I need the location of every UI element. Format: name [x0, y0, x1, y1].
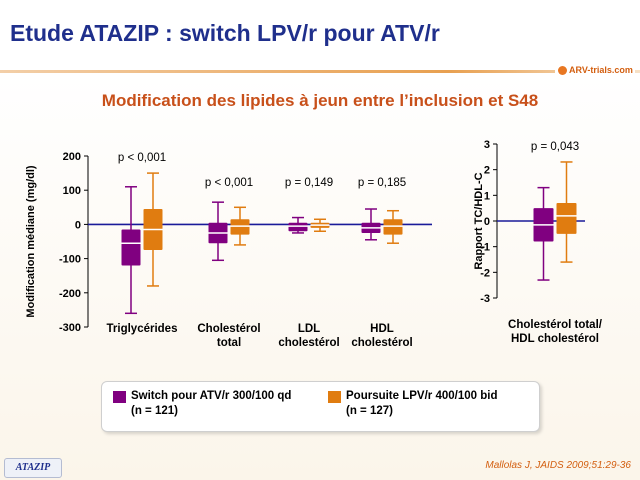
legend-item-switch: Switch pour ATV/r 300/100 qd (n = 121) — [113, 389, 291, 419]
y-tick-label: -300 — [59, 322, 81, 334]
x-category-label: cholestérol — [351, 337, 412, 349]
x-category-label: cholestérol — [278, 337, 339, 349]
legend-n-switch: (n = 121) — [131, 405, 178, 417]
y-tick-label: -100 — [59, 254, 81, 266]
p-value-label: p = 0,043 — [531, 141, 579, 153]
p-value-label: p = 0,185 — [358, 177, 406, 189]
y-tick-label: -3 — [480, 293, 490, 305]
box-poursuite — [383, 219, 403, 235]
box-poursuite — [556, 203, 577, 234]
slide-title: Etude ATAZIP : switch LPV/r pour ATV/r — [10, 20, 440, 46]
legend-swatch-poursuite — [328, 391, 341, 403]
x-category-label: LDL — [298, 323, 320, 335]
p-value-label: p < 0,001 — [205, 177, 253, 189]
y-axis-title: Modification médiane (mg/dl) — [25, 165, 37, 318]
box-switch — [288, 222, 308, 232]
y-tick-label: 0 — [484, 216, 490, 228]
box-switch — [121, 229, 141, 266]
y-axis-title: Rapport TC/HDL-C — [473, 172, 485, 269]
y-tick-label: 100 — [63, 185, 81, 197]
site-logo: ARV-trials.com — [555, 63, 635, 77]
x-category-label: Cholestérol — [197, 323, 260, 335]
chart-subtitle: Modification des lipides à jeun entre l’… — [101, 91, 539, 110]
title-divider — [0, 70, 640, 73]
box-poursuite — [230, 219, 250, 235]
x-category-label: HDL — [370, 323, 394, 335]
y-tick-label: 2 — [484, 165, 490, 177]
legend-text-switch: Switch pour ATV/r 300/100 qd (n = 121) — [131, 389, 291, 419]
logo-icon — [558, 65, 567, 75]
legend-swatch-switch — [113, 391, 126, 403]
x-category-label: HDL cholestérol — [511, 333, 599, 345]
p-value-label: p = 0,149 — [285, 177, 333, 189]
legend-item-poursuite: Poursuite LPV/r 400/100 bid (n = 127) — [328, 389, 497, 419]
x-category-label: Triglycérides — [107, 323, 178, 335]
reference-citation: Mallolas J, JAIDS 2009;51:29-36 — [485, 460, 631, 471]
y-tick-label: -2 — [480, 267, 490, 279]
legend-text-poursuite: Poursuite LPV/r 400/100 bid (n = 127) — [346, 389, 497, 419]
legend-label-switch: Switch pour ATV/r 300/100 qd — [131, 390, 292, 402]
x-category-label: total — [217, 337, 241, 349]
p-value-label: p < 0,001 — [118, 152, 166, 164]
y-tick-label: -200 — [59, 288, 81, 300]
y-tick-label: 200 — [63, 151, 81, 163]
y-tick-label: -1 — [480, 242, 490, 254]
legend-n-poursuite: (n = 127) — [346, 405, 393, 417]
legend-label-poursuite: Poursuite LPV/r 400/100 bid — [346, 390, 498, 402]
y-tick-label: 1 — [484, 190, 490, 202]
x-category-label: Cholestérol total/ — [508, 319, 603, 331]
y-tick-label: 3 — [484, 139, 490, 151]
logo-text: ARV-trials.com — [569, 65, 633, 75]
chart-legend: Switch pour ATV/r 300/100 qd (n = 121) P… — [101, 381, 540, 432]
y-tick-label: 0 — [75, 219, 81, 231]
study-tag: ATAZIP — [4, 458, 62, 478]
